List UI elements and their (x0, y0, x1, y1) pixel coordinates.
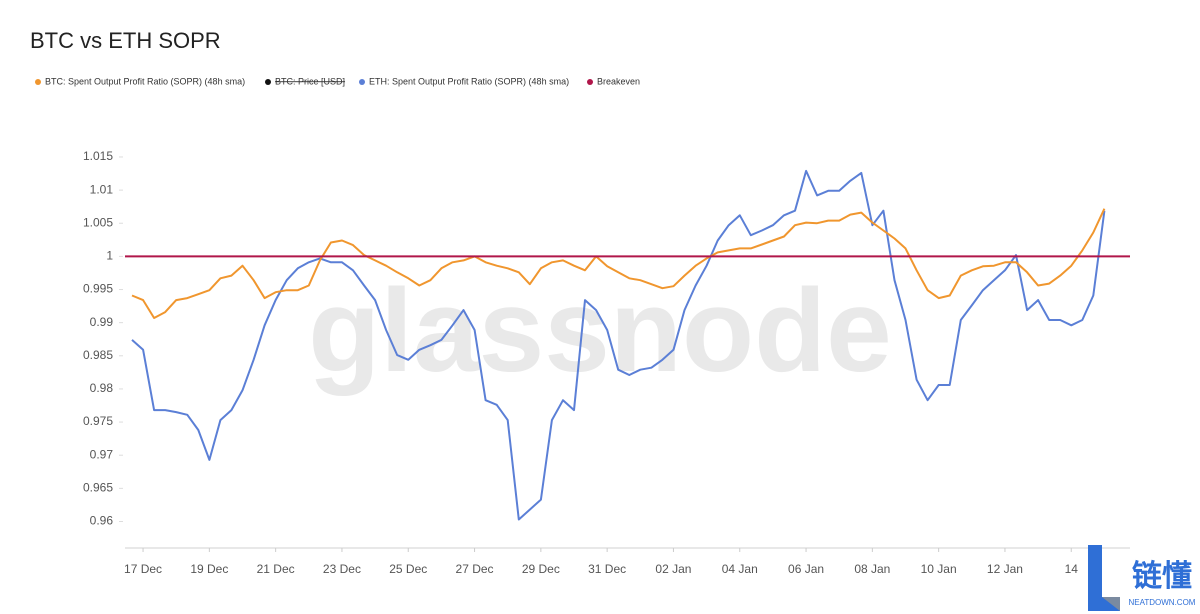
x-tick-label: 14 (1065, 562, 1079, 576)
y-tick-label: 0.965 (83, 481, 113, 495)
y-tick-label: 0.99 (90, 315, 114, 329)
chart-title: BTC vs ETH SOPR (30, 28, 221, 53)
logo-mark (1088, 545, 1120, 611)
y-tick-label: 0.975 (83, 414, 113, 428)
y-tick-label: 1.005 (83, 215, 113, 229)
x-tick-label: 02 Jan (655, 562, 691, 576)
series-line (131, 169, 1106, 521)
y-tick-label: 1 (106, 249, 113, 263)
legend-marker (587, 79, 593, 85)
y-tick-label: 1.015 (83, 149, 113, 163)
y-tick-label: 0.995 (83, 282, 113, 296)
legend-marker (359, 79, 365, 85)
y-tick-label: 0.98 (90, 381, 114, 395)
x-tick-label: 19 Dec (190, 562, 228, 576)
series-line (131, 208, 1106, 319)
y-tick-label: 1.01 (90, 182, 114, 196)
x-tick-label: 06 Jan (788, 562, 824, 576)
logo-mark-shadow (1102, 597, 1120, 611)
x-tick-label: 31 Dec (588, 562, 626, 576)
y-tick-label: 0.96 (90, 514, 114, 528)
logo-text: 链懂 (1132, 559, 1192, 593)
legend-label: BTC: Price [USD] (275, 76, 345, 86)
legend-marker (265, 79, 271, 85)
legend-label: BTC: Spent Output Profit Ratio (SOPR) (4… (45, 76, 245, 86)
x-tick-label: 25 Dec (389, 562, 427, 576)
x-tick-label: 08 Jan (854, 562, 890, 576)
x-tick-label: 29 Dec (522, 562, 560, 576)
legend-label: ETH: Spent Output Profit Ratio (SOPR) (4… (369, 76, 569, 86)
y-tick-label: 0.985 (83, 348, 113, 362)
x-tick-label: 21 Dec (257, 562, 295, 576)
watermark: glassnode (308, 265, 892, 397)
x-tick-label: 12 Jan (987, 562, 1023, 576)
legend-label: Breakeven (597, 76, 640, 86)
y-tick-label: 0.97 (90, 447, 114, 461)
x-tick-label: 27 Dec (456, 562, 494, 576)
logo-subtext: NEATDOWN.COM (1129, 598, 1196, 607)
legend-marker (35, 79, 41, 85)
x-tick-label: 17 Dec (124, 562, 162, 576)
x-tick-label: 10 Jan (921, 562, 957, 576)
x-tick-label: 04 Jan (722, 562, 758, 576)
x-tick-label: 23 Dec (323, 562, 361, 576)
